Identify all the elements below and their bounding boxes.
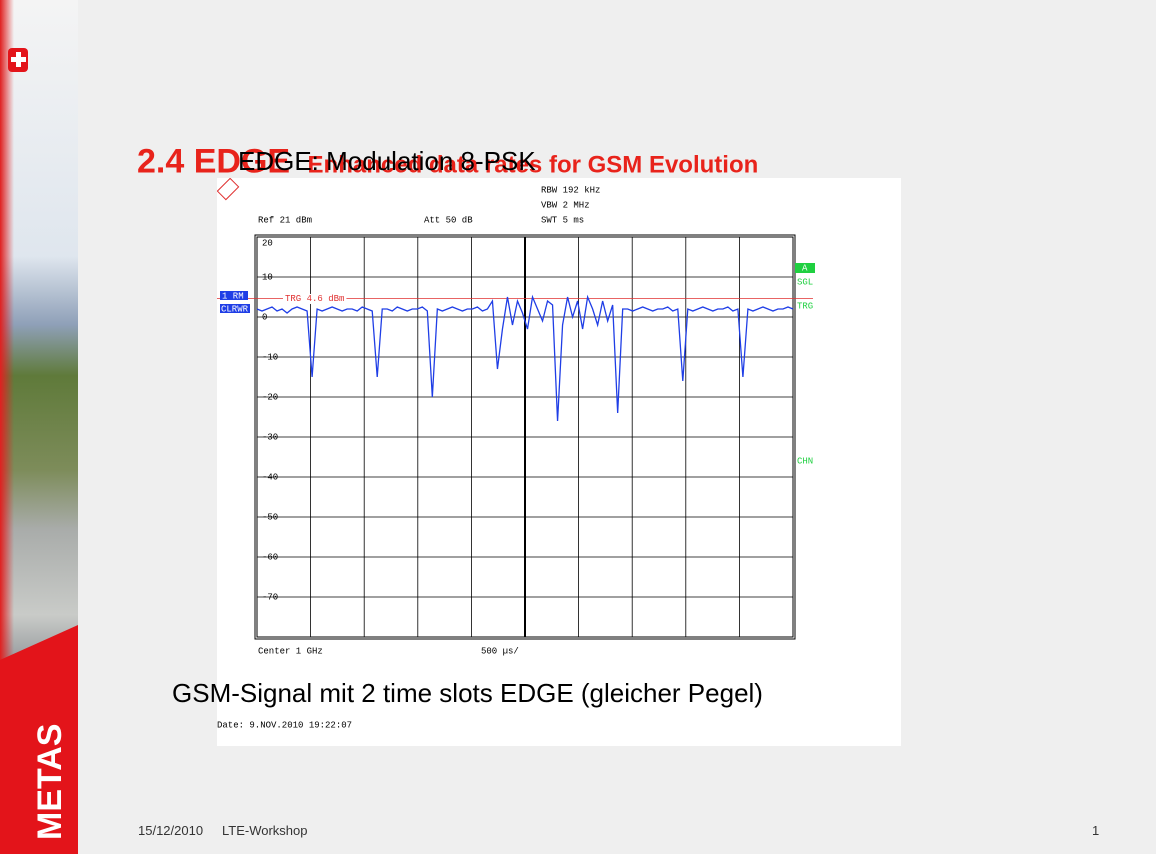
screen-date: Date: 9.NOV.2010 19:22:07 bbox=[217, 720, 352, 730]
y-tick-label: -40 bbox=[262, 472, 278, 482]
y-tick-label: -30 bbox=[262, 432, 278, 442]
a-label: A bbox=[802, 263, 808, 273]
trace-label: 1 RM bbox=[222, 291, 244, 301]
center: Center 1 GHz bbox=[258, 646, 323, 656]
span: 500 µs/ bbox=[481, 646, 519, 656]
att: Att 50 dB bbox=[424, 215, 473, 225]
vbw: VBW 2 MHz bbox=[541, 200, 590, 210]
analyzer-screen: 20 10 0 -10 -20 -30 -40 -50 -60 -70 TRG 4.6 dBm RBW… bbox=[217, 178, 901, 746]
y-tick-label: 20 bbox=[262, 238, 273, 248]
heading: EDGE: Modulation 8-PSK bbox=[238, 146, 536, 177]
rbw: RBW 192 kHz bbox=[541, 185, 600, 195]
y-tick-label: -60 bbox=[262, 552, 278, 562]
y-tick-label: 10 bbox=[262, 272, 273, 282]
y-tick-label: -20 bbox=[262, 392, 278, 402]
trg-label: TRG bbox=[797, 301, 813, 311]
ref: Ref 21 dBm bbox=[258, 215, 312, 225]
mode-label: CLRWR bbox=[221, 304, 249, 314]
y-tick-label: -10 bbox=[262, 352, 278, 362]
caption: GSM-Signal mit 2 time slots EDGE (gleich… bbox=[172, 678, 763, 709]
sgl-label: SGL bbox=[797, 277, 813, 287]
y-tick-label: 0 bbox=[262, 312, 267, 322]
trigger-label: TRG 4.6 dBm bbox=[285, 294, 344, 304]
y-tick-label: -50 bbox=[262, 512, 278, 522]
logo: METAS bbox=[31, 724, 69, 840]
footer-event: LTE-Workshop bbox=[222, 823, 308, 838]
page-number: 1 bbox=[1092, 823, 1099, 838]
swt: SWT 5 ms bbox=[541, 215, 584, 225]
footer-date: 15/12/2010 bbox=[138, 823, 203, 838]
chn-label: CHN bbox=[797, 456, 813, 466]
y-tick-label: -70 bbox=[262, 592, 278, 602]
sidebar: METAS bbox=[0, 0, 80, 854]
slide: METAS 2.4 EDGE Enhanced data rates for G… bbox=[0, 0, 1156, 854]
